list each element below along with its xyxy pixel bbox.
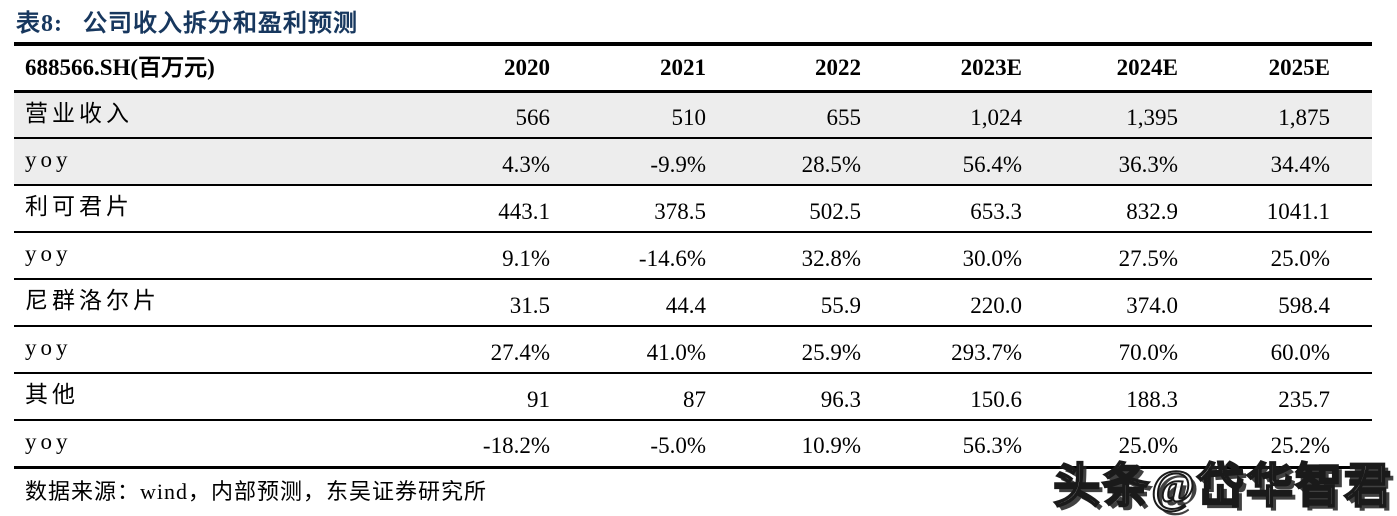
cell-value: 220.0	[970, 292, 1022, 318]
cell-value: 10.9%	[801, 433, 861, 459]
cell-value: 653.3	[970, 198, 1022, 224]
row-label: yoy	[25, 241, 72, 266]
table-row-niqunluoer-yoy: yoy 27.4% 41.0% 25.9% 293.7% 70.0% 60.0%	[14, 326, 1372, 373]
table-row-other-yoy: yoy -18.2% -5.0% 10.9% 56.3% 25.0% 25.2%	[14, 420, 1372, 467]
cell-value: 31.5	[509, 292, 550, 318]
table-title-text: 公司收入拆分和盈利预测	[83, 11, 358, 37]
cell-value: 235.7	[1278, 386, 1330, 412]
cell-value: 1,875	[1278, 104, 1330, 130]
cell-value: 1,395	[1126, 104, 1178, 130]
cell-value: 55.9	[820, 292, 861, 318]
row-label: 利可君片	[25, 194, 133, 219]
cell-value: 655	[826, 104, 862, 130]
header-col-2021: 2021	[660, 55, 706, 81]
cell-value: 1,024	[970, 104, 1022, 130]
header-col-2023e: 2023E	[960, 55, 1022, 81]
cell-value: 510	[671, 104, 707, 130]
cell-value: -9.9%	[650, 151, 706, 177]
cell-value: 598.4	[1278, 292, 1330, 318]
cell-value: 41.0%	[646, 339, 706, 365]
cell-value: 27.4%	[490, 339, 550, 365]
header-stock-id: 688566.SH(百万元)	[25, 55, 215, 81]
cell-value: 374.0	[1126, 292, 1178, 318]
header-col-2025e: 2025E	[1268, 55, 1330, 81]
cell-value: 70.0%	[1118, 339, 1178, 365]
cell-value: 9.1%	[502, 245, 550, 271]
table-row-likejun: 利可君片 443.1 378.5 502.5 653.3 832.9 1041.…	[14, 185, 1372, 232]
header-col-2022: 2022	[815, 55, 861, 81]
cell-value: 60.0%	[1270, 339, 1330, 365]
table-number-tag: 表8:	[16, 11, 63, 37]
cell-value: 36.3%	[1118, 151, 1178, 177]
cell-value: 378.5	[654, 198, 706, 224]
cell-value: 25.0%	[1118, 433, 1178, 459]
row-label: 尼群洛尔片	[25, 288, 160, 313]
row-label: yoy	[25, 429, 72, 454]
cell-value: 25.2%	[1270, 433, 1330, 459]
cell-value: 44.4	[665, 292, 706, 318]
cell-value: 91	[527, 386, 550, 412]
cell-value: 25.9%	[801, 339, 861, 365]
table-row-revenue-yoy: yoy 4.3% -9.9% 28.5% 56.4% 36.3% 34.4%	[14, 138, 1372, 185]
table-header-row: 688566.SH(百万元) 2020 2021 2022 2023E 2024…	[14, 44, 1372, 91]
cell-value: 150.6	[970, 386, 1022, 412]
cell-value: -14.6%	[638, 245, 706, 271]
cell-value: 87	[683, 386, 706, 412]
cell-value: 28.5%	[801, 151, 861, 177]
cell-value: 96.3	[820, 386, 861, 412]
cell-value: 30.0%	[962, 245, 1022, 271]
row-label: 营业收入	[25, 100, 133, 126]
cell-value: 502.5	[809, 198, 861, 224]
cell-value: 56.4%	[962, 151, 1022, 177]
cell-value: 34.4%	[1270, 151, 1330, 177]
cell-value: 832.9	[1126, 198, 1178, 224]
cell-value: 56.3%	[962, 433, 1022, 459]
table-row-revenue: 营业收入 566 510 655 1,024 1,395 1,875	[14, 91, 1372, 138]
cell-value: 566	[515, 104, 551, 130]
cell-value: 32.8%	[801, 245, 861, 271]
table-row-niqunluoer: 尼群洛尔片 31.5 44.4 55.9 220.0 374.0 598.4	[14, 279, 1372, 326]
header-col-2024e: 2024E	[1116, 55, 1178, 81]
cell-value: -18.2%	[482, 433, 550, 459]
revenue-forecast-table: 688566.SH(百万元) 2020 2021 2022 2023E 2024…	[14, 42, 1372, 469]
cell-value: 27.5%	[1118, 245, 1178, 271]
table-row-other: 其他 91 87 96.3 150.6 188.3 235.7	[14, 373, 1372, 420]
cell-value: 25.0%	[1270, 245, 1330, 271]
table-row-likejun-yoy: yoy 9.1% -14.6% 32.8% 30.0% 27.5% 25.0%	[14, 232, 1372, 279]
cell-value: 188.3	[1126, 386, 1178, 412]
cell-value: 443.1	[498, 198, 550, 224]
row-label: yoy	[25, 335, 72, 360]
row-label: yoy	[25, 147, 72, 172]
row-label: 其他	[25, 382, 79, 407]
cell-value: -5.0%	[650, 433, 706, 459]
cell-value: 293.7%	[951, 339, 1022, 365]
table-title: 表8: 公司收入拆分和盈利预测	[16, 3, 358, 38]
header-col-2020: 2020	[504, 55, 550, 81]
cell-value: 4.3%	[502, 151, 550, 177]
data-source-note: 数据来源：wind，内部预测，东吴证券研究所	[25, 479, 488, 504]
cell-value: 1041.1	[1266, 198, 1330, 224]
